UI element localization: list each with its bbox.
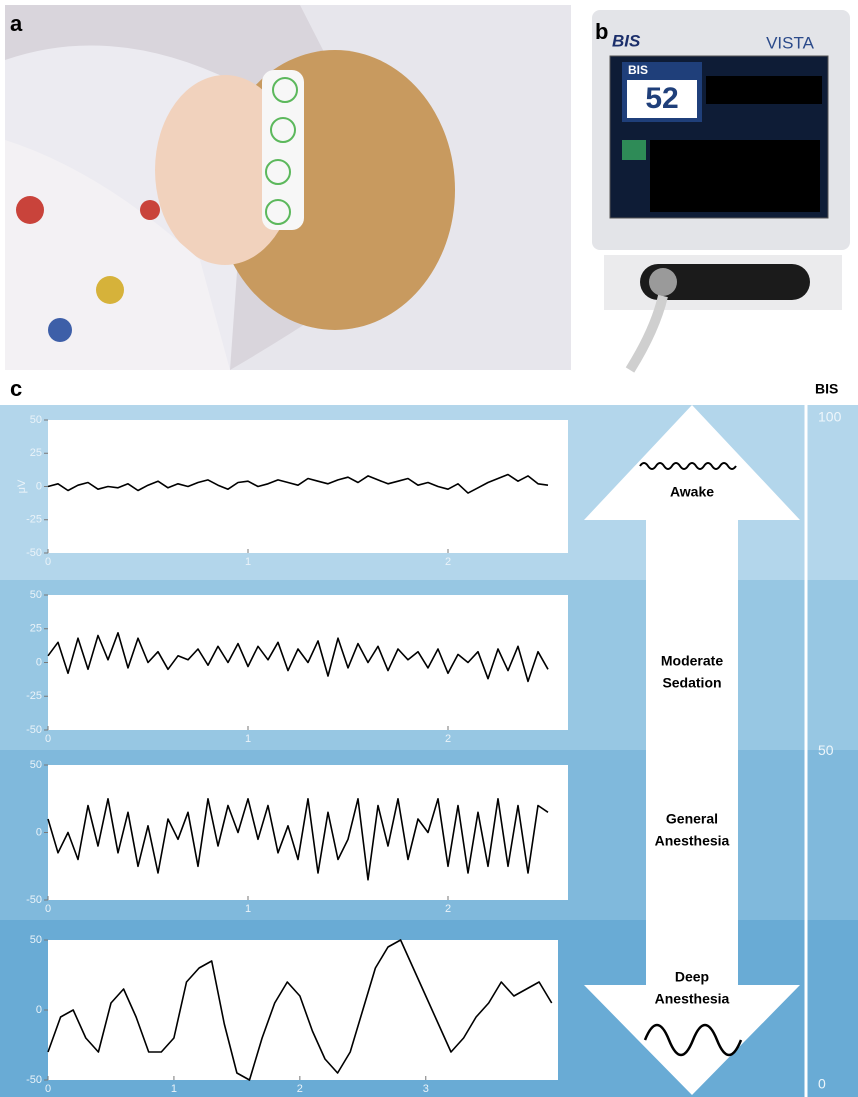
y-tick-label: -50 — [26, 1074, 42, 1086]
y-tick-label: -25 — [26, 514, 42, 526]
x-tick-label: 1 — [245, 733, 251, 745]
x-tick-label: 2 — [297, 1083, 303, 1095]
y-tick-label: 25 — [30, 447, 42, 459]
screen-label: BIS — [628, 63, 648, 77]
stage-label: Deep — [675, 969, 709, 985]
panel-label: b — [595, 19, 608, 44]
y-tick-label: 0 — [36, 656, 42, 668]
x-tick-label: 0 — [45, 733, 51, 745]
y-tick-label: -50 — [26, 894, 42, 906]
y-tick-label: 25 — [30, 623, 42, 635]
x-tick-label: 2 — [445, 733, 451, 745]
y-tick-label: 50 — [30, 589, 42, 601]
x-tick-label: 1 — [245, 903, 251, 915]
monitor-logo: BIS — [612, 31, 641, 50]
y-tick-label: 0 — [36, 1004, 42, 1016]
chart-area — [48, 420, 568, 553]
stage-label: Anesthesia — [655, 991, 730, 1007]
panel-label: a — [10, 11, 23, 36]
photo-b — [578, 5, 853, 370]
x-tick-label: 1 — [245, 556, 251, 568]
bis-tick-label: 0 — [818, 1076, 826, 1092]
photo-a — [5, 5, 571, 370]
bis-scale-label: BIS — [815, 381, 838, 397]
stage-label: Moderate — [661, 653, 723, 669]
panel-label: c — [10, 376, 22, 401]
y-axis-label: μV — [16, 479, 28, 493]
y-tick-label: 0 — [36, 826, 42, 838]
figure: a b BIS VISTA BIS 52 c BIS100500AwakeMod… — [0, 0, 858, 1097]
x-tick-label: 0 — [45, 556, 51, 568]
bis-tick-label: 100 — [818, 409, 842, 425]
y-tick-label: -25 — [26, 690, 42, 702]
stage-label: Sedation — [662, 675, 721, 691]
stage-label: Anesthesia — [655, 833, 730, 849]
x-tick-label: 0 — [45, 1083, 51, 1095]
y-tick-label: -50 — [26, 724, 42, 736]
y-tick-label: 50 — [30, 759, 42, 771]
screen-value: 52 — [645, 82, 678, 115]
x-tick-label: 1 — [171, 1083, 177, 1095]
x-tick-label: 2 — [445, 903, 451, 915]
bis-tick-label: 50 — [818, 742, 834, 758]
y-tick-label: 50 — [30, 934, 42, 946]
x-tick-label: 2 — [445, 556, 451, 568]
stage-label: Awake — [670, 484, 714, 500]
y-tick-label: 50 — [30, 414, 42, 426]
x-tick-label: 3 — [423, 1083, 429, 1095]
chart-area — [48, 765, 568, 900]
monitor-brand: VISTA — [766, 33, 815, 52]
stage-label: General — [666, 811, 718, 827]
y-tick-label: -50 — [26, 547, 42, 559]
x-tick-label: 0 — [45, 903, 51, 915]
y-tick-label: 0 — [36, 480, 42, 492]
